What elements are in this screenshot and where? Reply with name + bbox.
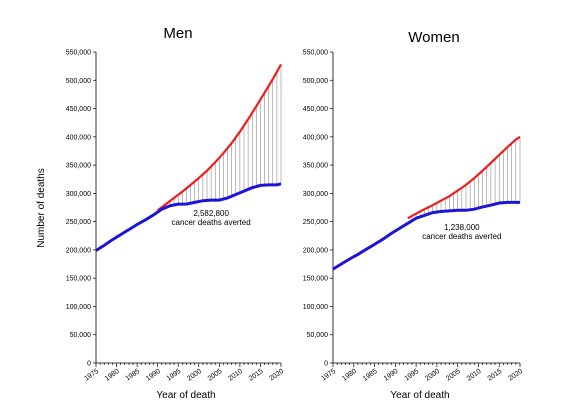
annotation-text: cancer deaths averted bbox=[422, 232, 501, 241]
y-tick-label: 150,000 bbox=[303, 276, 328, 283]
x-tick-label: 1990 bbox=[383, 368, 400, 383]
y-tick-label: 150,000 bbox=[66, 276, 91, 283]
x-axis-title: Year of death bbox=[156, 390, 215, 401]
x-tick-label: 2015 bbox=[487, 368, 504, 383]
x-tick-label: 1980 bbox=[341, 368, 358, 383]
y-tick-label: 250,000 bbox=[66, 219, 91, 226]
x-tick-label: 2000 bbox=[424, 368, 441, 383]
x-tick-label: 2020 bbox=[507, 368, 524, 383]
x-tick-label: 2005 bbox=[445, 368, 462, 383]
chart-panel-men: Men Number of deaths Year of death 0 50,0… bbox=[36, 25, 285, 401]
y-tick-label: 50,000 bbox=[70, 332, 92, 339]
y-tick-label: 0 bbox=[87, 361, 91, 368]
x-tick-label: 2000 bbox=[186, 368, 203, 383]
y-tick-label: 450,000 bbox=[66, 106, 91, 113]
x-tick-label: 2010 bbox=[466, 368, 483, 383]
chart-title: Men bbox=[163, 25, 192, 42]
annotation-value: 2,582,800 bbox=[193, 209, 229, 218]
y-tick-label: 400,000 bbox=[303, 134, 328, 141]
x-axis-title: Year of death bbox=[390, 390, 449, 401]
observed-deaths-line bbox=[332, 200, 520, 271]
y-tick-label: 200,000 bbox=[303, 247, 328, 254]
chart-title: Women bbox=[408, 29, 459, 46]
x-tick-label: 1985 bbox=[124, 368, 141, 383]
x-tick-label: 1995 bbox=[166, 368, 183, 383]
x-tick-label: 2010 bbox=[227, 368, 244, 383]
y-tick-label: 200,000 bbox=[66, 247, 91, 254]
observed-deaths-line bbox=[95, 182, 282, 252]
chart-panel-women: Women Year of death 0 50,000 100,000 150,00… bbox=[303, 29, 525, 401]
y-tick-label: 350,000 bbox=[303, 163, 328, 170]
y-tick-label: 0 bbox=[324, 361, 328, 368]
y-tick-label: 450,000 bbox=[303, 106, 328, 113]
y-axis-title: Number of deaths bbox=[36, 168, 47, 248]
x-tick-label: 2020 bbox=[268, 368, 285, 383]
x-tick-label: 1985 bbox=[362, 368, 379, 383]
y-tick-label: 300,000 bbox=[303, 191, 328, 198]
annotation-text: cancer deaths averted bbox=[172, 218, 251, 227]
y-tick-label: 550,000 bbox=[66, 50, 91, 57]
y-tick-label: 100,000 bbox=[66, 304, 91, 311]
y-tick-label: 250,000 bbox=[303, 219, 328, 226]
expected-deaths-line bbox=[407, 135, 521, 220]
y-tick-label: 300,000 bbox=[66, 191, 91, 198]
expected-deaths-line bbox=[157, 63, 282, 212]
y-tick-label: 50,000 bbox=[307, 332, 329, 339]
x-tick-label: 1975 bbox=[320, 368, 337, 383]
y-tick-label: 100,000 bbox=[303, 304, 328, 311]
y-tick-label: 400,000 bbox=[66, 134, 91, 141]
x-tick-label: 1995 bbox=[403, 368, 420, 383]
y-tick-label: 500,000 bbox=[66, 78, 91, 85]
y-tick-label: 550,000 bbox=[303, 50, 328, 57]
x-tick-label: 1990 bbox=[145, 368, 162, 383]
x-tick-label: 1975 bbox=[83, 368, 100, 383]
x-tick-label: 1980 bbox=[104, 368, 121, 383]
x-tick-label: 2015 bbox=[248, 368, 265, 383]
x-tick-label: 2005 bbox=[207, 368, 224, 383]
y-tick-label: 500,000 bbox=[303, 78, 328, 85]
annotation-value: 1,238,000 bbox=[444, 223, 480, 232]
y-tick-label: 350,000 bbox=[66, 163, 91, 170]
